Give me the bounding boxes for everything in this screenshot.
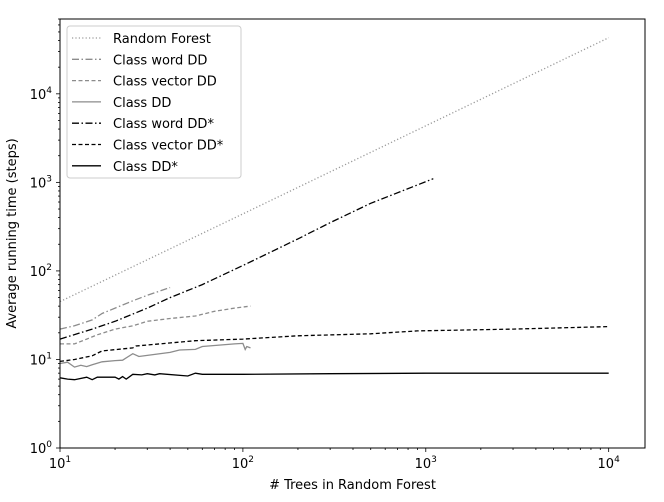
x-tick-label: 103: [415, 455, 437, 472]
legend-label: Class word DD*: [113, 117, 214, 132]
y-tick-label: 100: [30, 440, 53, 457]
series-line-class-dd-: [59, 372, 609, 381]
x-tick-label: 102: [232, 455, 254, 472]
legend-label: Class DD: [113, 96, 171, 111]
legend-entry: Class vector DD: [72, 75, 217, 90]
legend-entry: Random Forest: [72, 32, 211, 47]
series-line-class-word-dd-: [59, 178, 434, 340]
series-line-class-dd: [59, 342, 251, 368]
legend-label: Class word DD: [113, 53, 207, 68]
series-line-class-vector-dd: [60, 305, 251, 345]
legend-label: Class vector DD*: [113, 139, 224, 154]
legend-label: Class DD*: [113, 160, 178, 175]
legend-entry: Class word DD: [72, 53, 207, 68]
x-axis-label: # Trees in Random Forest: [269, 478, 436, 493]
x-tick-label: 101: [49, 455, 71, 472]
plot-lines: [59, 37, 609, 381]
legend-box: [66, 25, 242, 179]
legend-entry: Class DD*: [72, 160, 178, 175]
legend-entry: Class word DD*: [72, 117, 214, 132]
legend-entry: Class vector DD*: [72, 139, 224, 154]
axes-frame: [59, 18, 646, 449]
series-line-class-word-dd: [59, 286, 171, 330]
legend-label: Random Forest: [113, 32, 211, 47]
series-line-random-forest: [59, 37, 609, 303]
x-tick-label: 104: [598, 455, 621, 472]
y-axis-label: Average running time (steps): [5, 138, 20, 328]
y-tick-label: 101: [30, 351, 52, 368]
y-tick-label: 102: [30, 263, 52, 280]
legend: Random Forest Class word DD Class vector D…: [66, 25, 242, 179]
series-line-class-vector-dd-: [59, 325, 609, 363]
y-tick-label: 103: [30, 174, 52, 191]
y-tick-label: 104: [30, 86, 53, 103]
legend-entry: Class DD: [72, 96, 171, 111]
legend-label: Class vector DD: [113, 75, 217, 90]
